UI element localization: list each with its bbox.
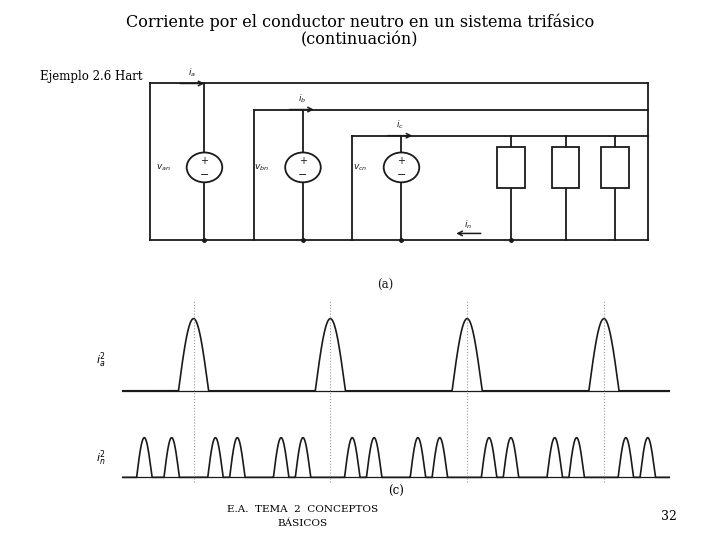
Text: E.A.  TEMA  2  CONCEPTOS: E.A. TEMA 2 CONCEPTOS [227, 505, 378, 514]
Text: $i_n$: $i_n$ [464, 219, 472, 231]
Text: $i_c$: $i_c$ [397, 119, 405, 131]
Text: (a): (a) [377, 279, 393, 292]
Text: +: + [397, 156, 405, 166]
Text: −: − [298, 170, 307, 180]
Text: −: − [199, 170, 210, 180]
Ellipse shape [186, 152, 222, 183]
Text: $v_{bn}$: $v_{bn}$ [254, 162, 269, 173]
Text: 32: 32 [661, 510, 677, 523]
Text: (c): (c) [388, 484, 404, 497]
Text: BÁSICOS: BÁSICOS [277, 519, 328, 528]
Text: Ejemplo 2.6 Hart: Ejemplo 2.6 Hart [40, 70, 142, 83]
Text: $i_n^2$: $i_n^2$ [96, 448, 106, 468]
Text: $i_b$: $i_b$ [298, 92, 306, 105]
Ellipse shape [384, 152, 419, 183]
Text: $i_a^2$: $i_a^2$ [96, 350, 106, 370]
Text: (continuación): (continuación) [301, 31, 419, 48]
Text: +: + [200, 156, 209, 166]
Text: $i_a$: $i_a$ [189, 66, 197, 79]
Bar [498, 147, 525, 188]
Text: Corriente por el conductor neutro en un sistema trifásico: Corriente por el conductor neutro en un … [126, 14, 594, 31]
Ellipse shape [285, 152, 321, 183]
Bar [552, 147, 580, 188]
Text: +: + [299, 156, 307, 166]
Text: $v_{cn}$: $v_{cn}$ [353, 162, 367, 173]
Text: $v_{an}$: $v_{an}$ [156, 162, 171, 173]
Text: −: − [397, 170, 406, 180]
Bar [601, 147, 629, 188]
